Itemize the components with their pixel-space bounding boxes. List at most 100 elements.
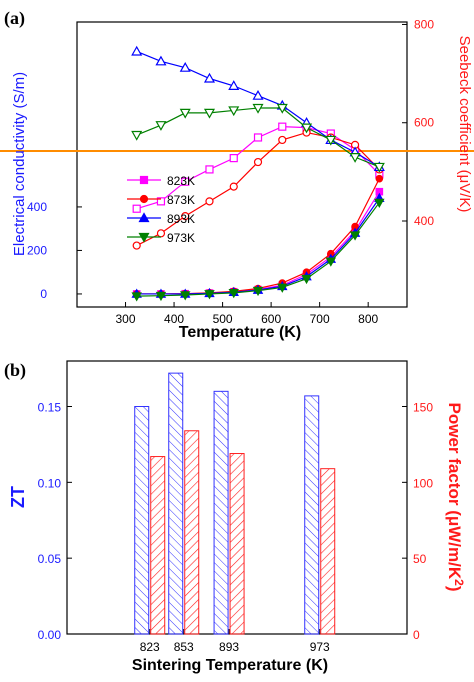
panel-a-y-right-label: Seebeck coefficient (μV/K)	[456, 36, 473, 213]
x-tick-label: 800	[358, 312, 378, 326]
zt-bar	[213, 390, 229, 635]
power-factor-label-close: )	[445, 586, 464, 592]
legend-label: 973K	[167, 231, 195, 245]
y-right-tick-label: 50	[413, 552, 427, 566]
y-right-tick-label: 150	[413, 401, 433, 415]
seebeck-point	[373, 162, 385, 173]
legend-label: 823K	[167, 174, 195, 188]
panel-b: (b) 823 853 893 973 0.00 0.05 0.10 0.15 0 50 100…	[4, 360, 466, 674]
x-tick-label: 400	[164, 312, 184, 326]
y-left-tick-label: 0.05	[38, 552, 62, 566]
seebeck-point	[131, 45, 143, 56]
seebeck-line-873k	[136, 131, 380, 247]
panel-a-y-right-ticks: 400 600 800	[402, 17, 434, 228]
seebeck-point	[301, 123, 313, 134]
y-right-tick-label: 0	[413, 628, 420, 642]
y-right-tick-label: 600	[414, 116, 434, 130]
power-factor-label-main: Power factor (μW/m/K	[445, 403, 464, 580]
seebeck-point	[228, 106, 240, 117]
seebeck-point	[131, 130, 143, 141]
x-tick-label: 700	[310, 312, 330, 326]
seebeck-point	[229, 154, 238, 163]
seebeck-point	[253, 133, 263, 142]
seebeck-point	[252, 103, 264, 114]
series-893k	[131, 45, 385, 298]
legend-marker	[139, 175, 149, 185]
power-factor-bar	[184, 430, 200, 635]
panel-b-y-left-label: ZT	[8, 486, 28, 508]
panel-b-x-ticks: 823 853 893 973	[140, 629, 330, 654]
power-factor-label-superscript: 2	[452, 579, 466, 586]
panel-a-y-left-ticks: 0 200 400	[27, 200, 82, 301]
zt-bar	[134, 406, 150, 635]
x-tick-label: 823	[140, 640, 160, 654]
seebeck-point	[155, 121, 167, 131]
seebeck-point	[203, 72, 216, 83]
conductivity-point	[179, 291, 191, 301]
conductivity-point	[375, 174, 384, 183]
x-tick-label: 973	[310, 640, 330, 654]
y-left-tick-label: 0	[40, 287, 47, 301]
seebeck-point	[228, 80, 240, 90]
seebeck-point	[205, 197, 214, 206]
y-left-tick-label: 0.15	[38, 401, 62, 415]
seebeck-point	[181, 211, 190, 221]
seebeck-point	[349, 153, 361, 163]
panel-b-y-left-ticks: 0.00 0.05 0.10 0.15	[38, 401, 72, 642]
panel-b-y-right-label: Power factor (μW/m/K2)	[445, 403, 466, 592]
legend-label: 893K	[167, 212, 195, 226]
panel-a-y-left-label: Electrical conductivity (S/m)	[11, 72, 28, 256]
conductivity-point	[204, 290, 215, 300]
conductivity-point	[349, 231, 361, 241]
y-left-tick-label: 0.00	[38, 628, 62, 642]
y-right-tick-label: 400	[414, 214, 434, 228]
seebeck-point	[203, 108, 216, 119]
legend-marker	[138, 232, 150, 243]
conductivity-point	[131, 292, 142, 302]
series-823k	[132, 122, 384, 298]
panel-a-label: (a)	[4, 8, 25, 29]
conductivity-point	[374, 198, 385, 208]
legend-label: 873K	[167, 193, 195, 207]
zt-bar	[304, 395, 320, 635]
seebeck-point	[156, 229, 166, 238]
y-left-tick-label: 400	[27, 200, 47, 214]
conductivity-point	[325, 257, 337, 267]
panel-a-series	[131, 45, 385, 302]
zt-bar	[168, 372, 184, 635]
y-left-tick-label: 0.10	[38, 476, 62, 490]
seebeck-point	[229, 182, 238, 191]
y-right-tick-label: 800	[414, 17, 434, 31]
series-973k	[131, 103, 385, 302]
power-factor-bar	[320, 468, 336, 635]
power-factor-bar	[150, 456, 166, 635]
y-left-tick-label: 200	[27, 243, 47, 257]
seebeck-point	[325, 135, 337, 146]
seebeck-point	[132, 241, 141, 250]
panel-a-legend: 823K 873K 893K 973K	[127, 174, 195, 245]
x-tick-label: 853	[174, 640, 194, 654]
seebeck-point	[132, 204, 141, 213]
x-tick-label: 893	[219, 640, 239, 654]
conductivity-point	[252, 286, 264, 297]
seebeck-point	[252, 89, 264, 100]
legend-marker	[139, 194, 149, 204]
seebeck-point	[278, 122, 287, 131]
panel-a-x-axis-label: Temperature (K)	[179, 324, 301, 341]
x-tick-label: 600	[261, 312, 281, 326]
conductivity-point	[301, 274, 312, 285]
x-tick-label: 300	[116, 312, 136, 326]
seebeck-point	[179, 61, 191, 72]
seebeck-point	[253, 157, 263, 167]
seebeck-point	[181, 177, 190, 186]
seebeck-point	[205, 165, 214, 174]
seebeck-point	[156, 197, 166, 206]
panel-a-x-ticks: 300 400 500 600 700 800	[116, 302, 379, 326]
seebeck-point	[278, 135, 287, 145]
panel-a-frame	[76, 21, 408, 308]
panel-a: (a) 300 400 500 600 700 800 0 200 400 400 600 800…	[0, 8, 474, 341]
seebeck-point	[155, 55, 167, 66]
seebeck-point	[276, 103, 288, 114]
panel-b-y-right-ticks: 0 50 100 150	[402, 401, 433, 642]
